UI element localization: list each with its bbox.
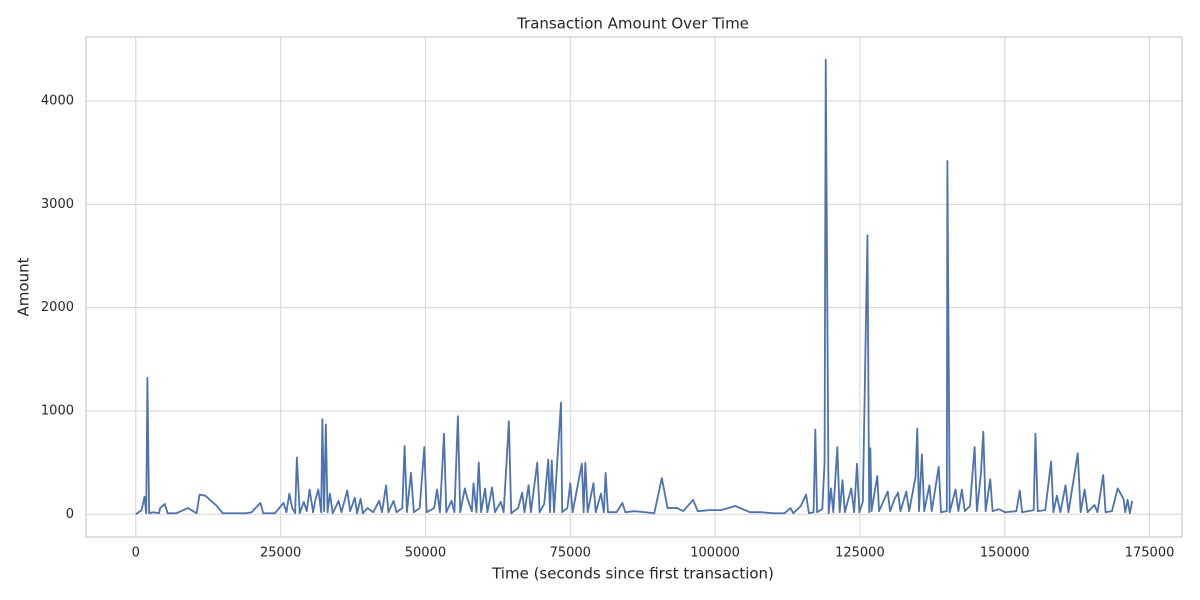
x-tick-label: 50000 <box>405 546 446 561</box>
y-axis-label: Amount <box>15 257 33 316</box>
plot-frame <box>85 36 1183 538</box>
x-tick-label: 100000 <box>690 546 740 561</box>
x-tick-label: 75000 <box>550 546 591 561</box>
x-axis-label: Time (seconds since first transaction) <box>491 565 774 583</box>
x-tick-label: 150000 <box>980 546 1030 561</box>
y-tick-label: 2000 <box>41 300 74 315</box>
x-tick-label: 175000 <box>1125 546 1175 561</box>
line <box>135 58 1134 516</box>
x-tick-label: 0 <box>132 546 140 561</box>
y-tick-label: 4000 <box>41 94 74 109</box>
y-tick-label: 1000 <box>41 403 74 418</box>
chart-title: Transaction Amount Over Time <box>516 15 749 33</box>
y-tick-label: 0 <box>66 507 74 522</box>
y-tick-label: 3000 <box>41 197 74 212</box>
x-tick-label: 25000 <box>260 546 301 561</box>
x-tick-label: 125000 <box>835 546 885 561</box>
